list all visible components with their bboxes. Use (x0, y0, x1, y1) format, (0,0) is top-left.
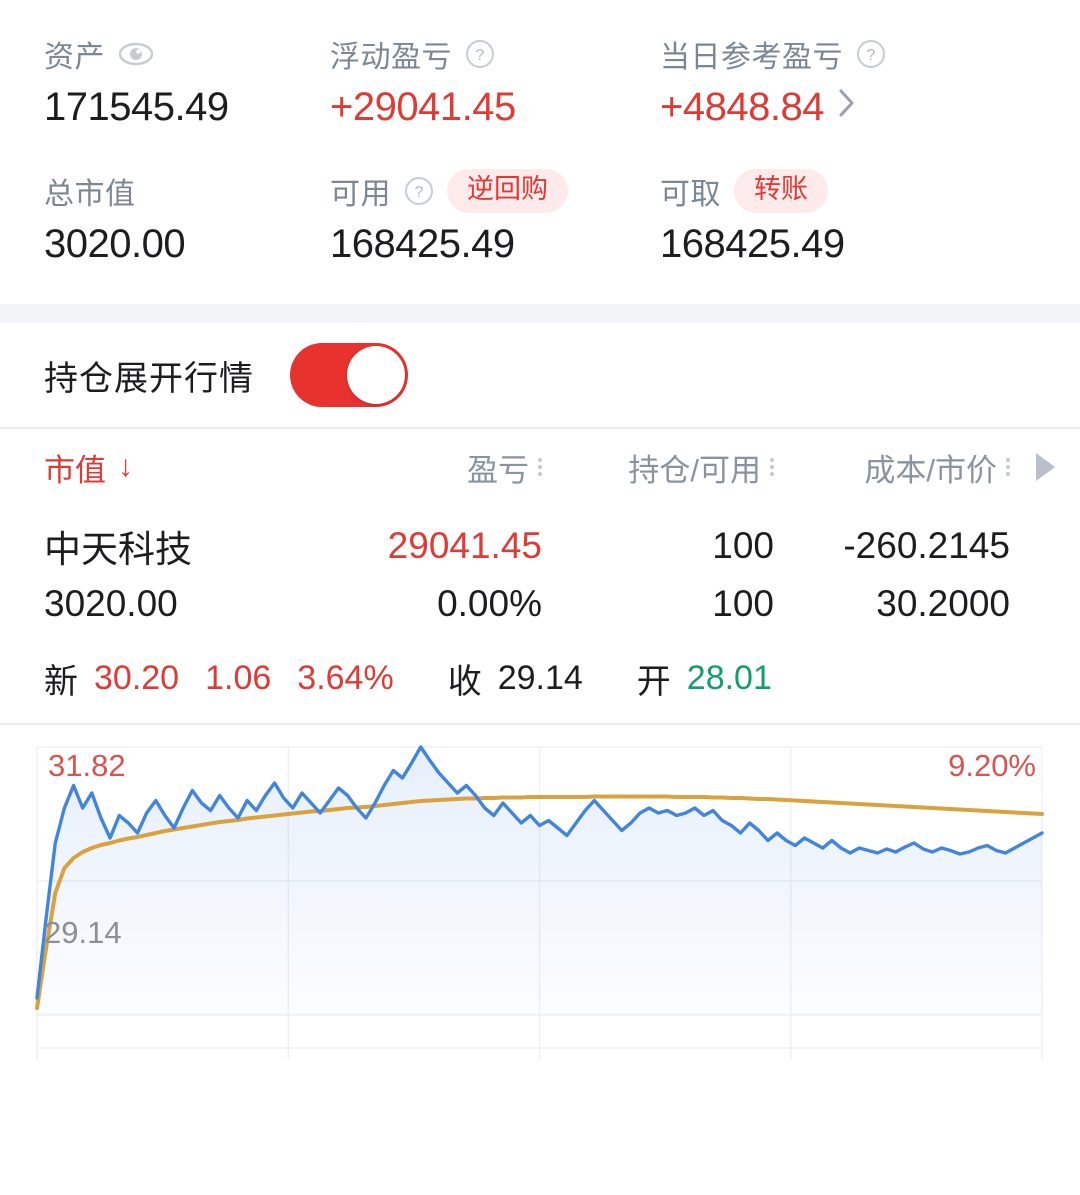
withdrawable-value: 168425.49 (660, 222, 845, 266)
open-price-tag: 开 (636, 662, 671, 701)
toggle-bottom-divider (0, 427, 1080, 429)
chart-high-label: 31.82 (48, 748, 126, 783)
column-header-cost-price-label: 成本/市价 (864, 452, 997, 488)
triangle-right-icon (1035, 453, 1055, 481)
column-menu-icon[interactable] (770, 458, 774, 476)
svg-text:?: ? (476, 47, 485, 64)
intraday-chart[interactable]: 31.82 29.14 9.20% (0, 725, 1080, 1060)
expand-quote-switch[interactable] (290, 343, 408, 407)
chart-prev-close-label: 29.14 (44, 915, 122, 950)
total-market-value-label: 总市值 (44, 178, 136, 211)
question-icon[interactable]: ? (404, 176, 434, 206)
floating-pnl-value: +29041.45 (330, 85, 516, 129)
withdrawable-label: 可取 (660, 178, 721, 211)
chevron-right-icon[interactable] (836, 82, 858, 120)
price-change-value: 1.06 (205, 658, 272, 697)
question-icon[interactable]: ? (856, 39, 886, 69)
positions-table-header: 市值 ↓ 盈亏 持仓/可用 成本/市价 (0, 429, 1080, 505)
summary-row-primary: 资产 171545.49 浮动盈亏 ? (0, 0, 1080, 127)
floating-pnl-label: 浮动盈亏 (330, 41, 452, 74)
column-header-profit[interactable]: 盈亏 (310, 445, 542, 490)
table-row-line-bottom: 3020.00 0.00% 100 30.2000 (0, 575, 1080, 633)
intraday-chart-svg (35, 745, 1044, 1060)
column-header-holding-available[interactable]: 持仓/可用 (542, 445, 774, 490)
column-header-market-value-label: 市值 (44, 452, 106, 488)
table-row-line-top: 中天科技 29041.45 100 -260.2145 (0, 517, 1080, 575)
eye-icon[interactable] (118, 42, 154, 66)
stock-name: 中天科技 (44, 529, 192, 570)
market-price: 30.2000 (876, 583, 1010, 624)
daily-pnl-value: +4848.84 (660, 85, 824, 129)
total-market-value-label-line: 总市值 (44, 171, 330, 211)
column-header-profit-label: 盈亏 (467, 452, 529, 488)
total-market-value-value: 3020.00 (44, 222, 186, 266)
column-header-cost-price[interactable]: 成本/市价 (774, 445, 1010, 490)
column-menu-icon[interactable] (1006, 458, 1010, 476)
profit-percent: 0.00% (437, 583, 542, 624)
available-cell: 可用 ? 逆回购 168425.49 (330, 169, 660, 266)
asset-label: 资产 (44, 41, 105, 74)
svg-text:?: ? (415, 184, 424, 201)
withdrawable-cell: 可取 转账 168425.49 (660, 169, 1080, 266)
latest-price-tag: 新 (44, 662, 78, 701)
floating-pnl-cell: 浮动盈亏 ? +29041.45 (330, 34, 660, 127)
column-menu-icon[interactable] (538, 458, 542, 476)
spacer (0, 264, 1080, 304)
asset-cell: 资产 171545.49 (0, 34, 330, 127)
chart-average-line (35, 794, 1044, 1010)
column-header-market-value[interactable]: 市值 ↓ (0, 445, 310, 490)
table-row[interactable]: 中天科技 29041.45 100 -260.2145 3020.00 0.00… (0, 505, 1080, 633)
scroll-right-button[interactable] (1010, 453, 1080, 481)
available-label: 可用 (330, 178, 391, 211)
expand-quote-toggle-row[interactable]: 持仓展开行情 (0, 323, 1080, 427)
asset-label-line: 资产 (44, 34, 330, 74)
daily-pnl-label: 当日参考盈亏 (660, 41, 843, 74)
quote-summary-line: 新 30.20 1.06 3.64% 收 29.14 开 28.01 (0, 633, 1080, 723)
quote-bottom-divider (0, 723, 1080, 725)
account-summary: 资产 171545.49 浮动盈亏 ? (0, 0, 1080, 264)
expand-quote-toggle-label: 持仓展开行情 (44, 359, 254, 398)
chart-price-line (35, 745, 1044, 1000)
open-price-value: 28.01 (686, 658, 772, 697)
daily-pnl-cell[interactable]: 当日参考盈亏 ? +4848.84 (660, 34, 1080, 127)
sort-descending-icon: ↓ (118, 450, 133, 483)
reverse-repo-button[interactable]: 逆回购 (447, 169, 568, 213)
floating-pnl-label-line: 浮动盈亏 ? (330, 34, 660, 74)
close-price-value: 29.14 (497, 658, 583, 697)
transfer-button[interactable]: 转账 (734, 169, 828, 213)
column-header-holding-available-label: 持仓/可用 (628, 452, 761, 488)
summary-row-secondary: 总市值 3020.00 可用 ? 逆回购 168425.49 可取 转账 (0, 127, 1080, 264)
profit-amount: 29041.45 (387, 525, 542, 566)
holding-quantity: 100 (712, 525, 774, 566)
chart-change-percent-label: 9.20% (948, 748, 1036, 783)
close-price-tag: 收 (447, 662, 482, 701)
total-market-value-cell: 总市值 3020.00 (0, 171, 330, 264)
svg-text:?: ? (867, 47, 876, 64)
available-value: 168425.49 (330, 222, 515, 266)
daily-pnl-label-line: 当日参考盈亏 ? (660, 34, 1080, 74)
latest-price-value: 30.20 (94, 658, 180, 697)
section-divider-band (0, 304, 1080, 323)
price-change-percent: 3.64% (297, 658, 394, 697)
cost-price: -260.2145 (843, 525, 1010, 566)
switch-knob (347, 346, 405, 404)
available-quantity: 100 (712, 583, 774, 624)
stock-market-value: 3020.00 (44, 583, 178, 624)
withdrawable-label-line: 可取 转账 (660, 169, 1080, 213)
available-label-line: 可用 ? 逆回购 (330, 169, 660, 213)
question-icon[interactable]: ? (465, 39, 495, 69)
asset-value: 171545.49 (44, 85, 229, 129)
